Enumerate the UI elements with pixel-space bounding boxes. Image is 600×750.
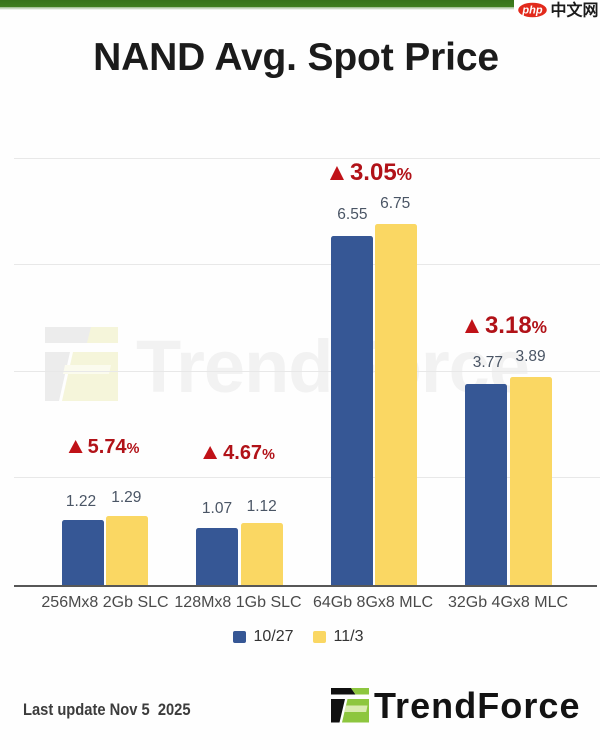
svg-text:php: php (521, 5, 542, 17)
svg-text:中文网: 中文网 (551, 0, 599, 19)
